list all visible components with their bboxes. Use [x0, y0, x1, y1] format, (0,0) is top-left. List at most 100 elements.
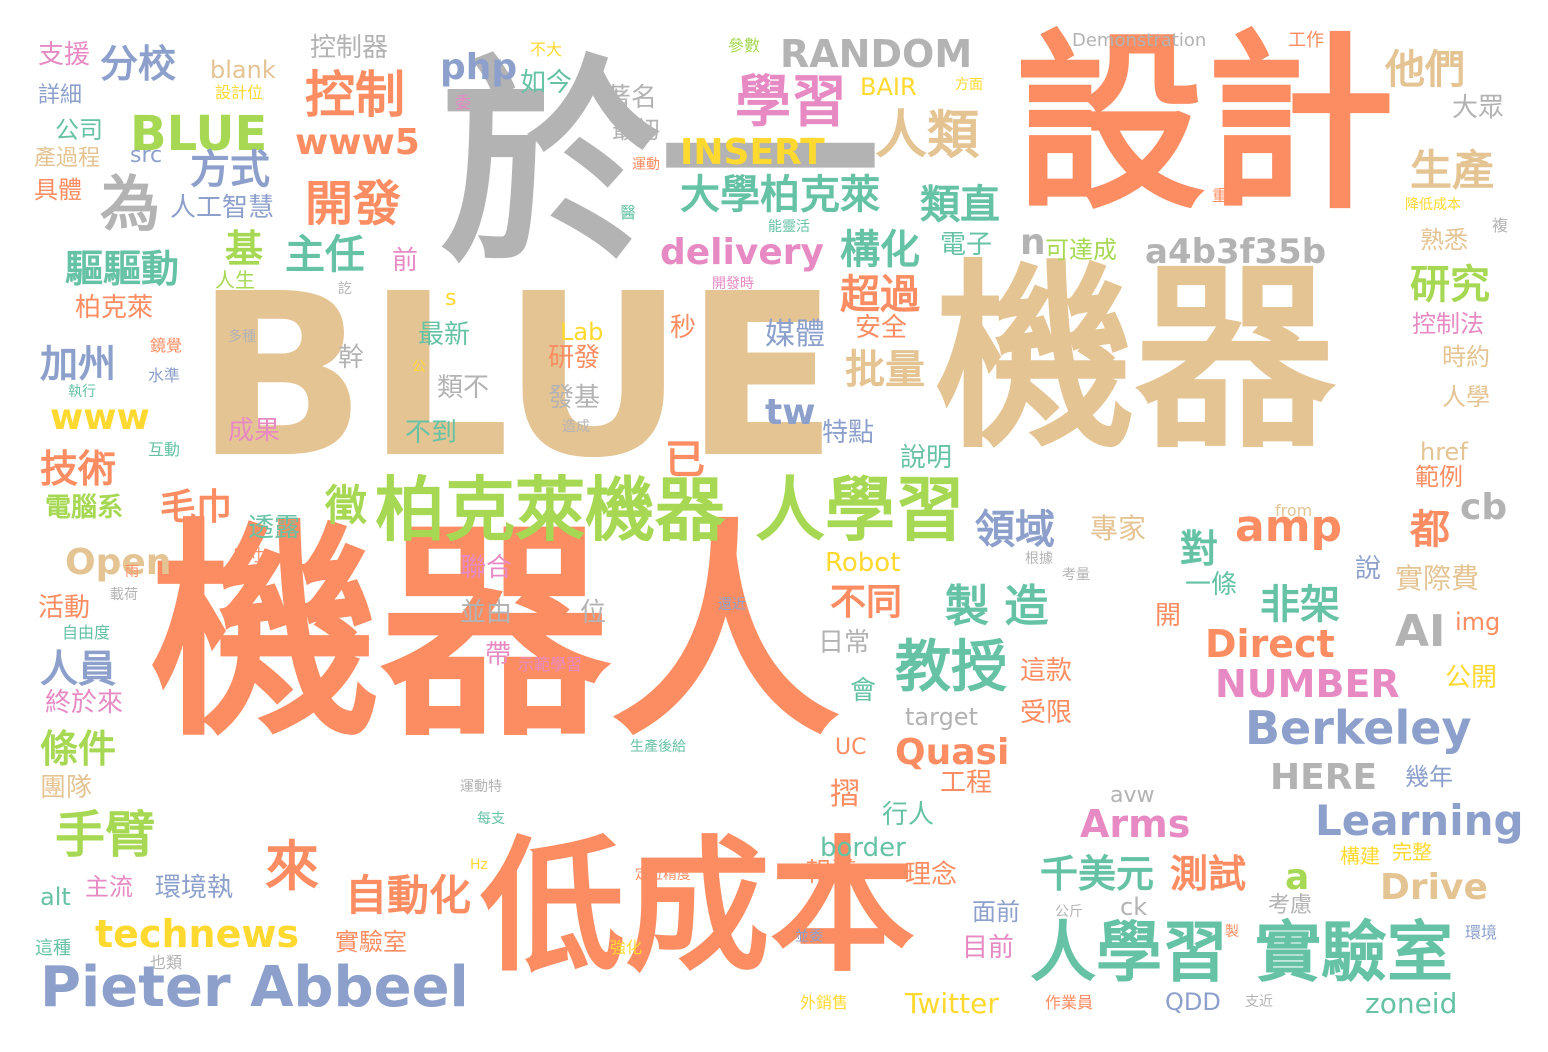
- cloud-word: 開發: [305, 176, 402, 232]
- cloud-word: Open: [65, 542, 172, 583]
- cloud-word: 產過程: [34, 146, 101, 171]
- cloud-word: 為: [100, 170, 160, 240]
- cloud-word: 委: [455, 93, 472, 112]
- cloud-word: blank: [210, 56, 276, 84]
- cloud-word: 熟悉: [1420, 226, 1468, 254]
- cloud-word: 定位精度: [635, 867, 691, 883]
- cloud-word: NUMBER: [1215, 662, 1400, 706]
- cloud-word: 自由度: [62, 623, 111, 642]
- cloud-word: 可達成: [1045, 236, 1117, 264]
- cloud-word: 分校: [100, 42, 177, 86]
- cloud-word: 柏克萊機器: [375, 469, 725, 551]
- cloud-word: 時約: [1442, 343, 1490, 371]
- cloud-word: 示範學習: [518, 655, 583, 674]
- cloud-word: 前: [392, 246, 419, 276]
- cloud-word: tw: [765, 392, 816, 433]
- cloud-word: www: [50, 397, 150, 438]
- cloud-word: 研發: [548, 343, 601, 373]
- cloud-word: 日常: [818, 628, 871, 658]
- cloud-word: 安全: [855, 313, 908, 343]
- cloud-word: 公斤: [1055, 904, 1083, 920]
- cloud-word: 領域: [975, 507, 1055, 553]
- cloud-word: 透露: [248, 513, 301, 543]
- cloud-word: php: [440, 47, 518, 88]
- cloud-word: AI: [1395, 606, 1446, 657]
- cloud-word: 實驗室: [1255, 914, 1453, 991]
- cloud-word: 環境執: [155, 873, 234, 903]
- cloud-word: 目前: [962, 933, 1015, 963]
- cloud-word: 人學: [1442, 383, 1490, 411]
- cloud-word: amp: [1235, 501, 1343, 552]
- cloud-word: 主任: [285, 232, 365, 278]
- cloud-word: zoneid: [1365, 987, 1458, 1020]
- cloud-word: 運動特: [460, 779, 502, 795]
- cloud-word: 機器人: [150, 501, 841, 768]
- cloud-word: 外銷售: [800, 993, 849, 1012]
- cloud-word: QDD: [1165, 988, 1221, 1016]
- cloud-word: 電子: [940, 230, 993, 260]
- cloud-word: 著名: [605, 83, 658, 113]
- cloud-word: Arms: [1080, 802, 1191, 846]
- cloud-word: src: [130, 143, 163, 168]
- cloud-word: 最初: [612, 116, 660, 144]
- cloud-word: 構化: [840, 227, 920, 273]
- cloud-word: 專家: [1090, 512, 1147, 545]
- cloud-word: 手臂: [55, 806, 155, 864]
- cloud-word: 發基: [548, 383, 601, 413]
- cloud-word: 加州: [40, 342, 117, 386]
- cloud-word: 控制器: [310, 33, 389, 63]
- cloud-word: 生產後給: [630, 739, 686, 755]
- cloud-word: 運動: [632, 157, 660, 173]
- cloud-word: 完整: [1392, 840, 1432, 864]
- cloud-word: 還近: [718, 597, 746, 613]
- cloud-word: 參數: [728, 36, 761, 55]
- cloud-word: 構建: [1340, 844, 1380, 868]
- cloud-word: www5: [295, 122, 420, 163]
- cloud-word: 幹: [338, 343, 365, 373]
- cloud-word: 範例: [1415, 463, 1463, 491]
- cloud-word: a: [1285, 857, 1310, 898]
- cloud-word: INSERT: [680, 132, 825, 173]
- cloud-word: Twitter: [905, 987, 999, 1020]
- cloud-word: 根據: [1025, 551, 1053, 567]
- cloud-word: target: [905, 703, 978, 731]
- cloud-word: 大學柏克萊: [680, 172, 880, 218]
- cloud-word: 重: [1212, 186, 1229, 205]
- cloud-word: 公開: [1445, 663, 1498, 693]
- cloud-word: 基: [225, 227, 264, 271]
- cloud-word: 成果: [228, 416, 281, 446]
- cloud-word: 每支: [477, 811, 505, 827]
- cloud-word: 超過: [840, 272, 920, 318]
- cloud-word: Hz: [470, 857, 488, 873]
- cloud-word: 已: [665, 437, 705, 483]
- cloud-word: Quasi: [895, 732, 1010, 773]
- cloud-word: 人生: [215, 268, 255, 292]
- cloud-word: 帶: [485, 640, 512, 670]
- cloud-word: Learning: [1315, 796, 1524, 845]
- cloud-word: 並委: [795, 929, 823, 945]
- cloud-word: 醫: [620, 203, 637, 222]
- cloud-word: Drive: [1380, 867, 1488, 908]
- cloud-word: 鏡覺: [150, 336, 183, 355]
- cloud-word: a4b3f35b: [1145, 232, 1327, 272]
- cloud-word: href: [1420, 438, 1468, 466]
- cloud-word: 位: [580, 598, 607, 628]
- cloud-word: 非架: [1260, 582, 1340, 628]
- cloud-word: 開發時: [712, 276, 754, 292]
- cloud-word: 降低成本: [1405, 197, 1461, 213]
- cloud-word: Demonstration: [1072, 30, 1207, 51]
- cloud-word: 載荷: [110, 587, 138, 603]
- cloud-word: UC: [835, 735, 867, 760]
- cloud-word: 生產: [1410, 146, 1495, 195]
- cloud-word: 如今: [520, 68, 573, 98]
- cloud-word: 千美元: [1040, 852, 1155, 896]
- cloud-word: 特點: [822, 418, 875, 448]
- cloud-word: 尺寸: [232, 546, 265, 565]
- cloud-word: 開: [1155, 601, 1182, 631]
- cloud-word: RANDOM: [780, 32, 973, 76]
- cloud-word: 摺: [830, 777, 860, 812]
- cloud-word: delivery: [660, 232, 824, 273]
- cloud-word: 受限: [1020, 698, 1073, 728]
- cloud-word: 類直: [920, 182, 1000, 228]
- cloud-word: 具體: [34, 176, 82, 204]
